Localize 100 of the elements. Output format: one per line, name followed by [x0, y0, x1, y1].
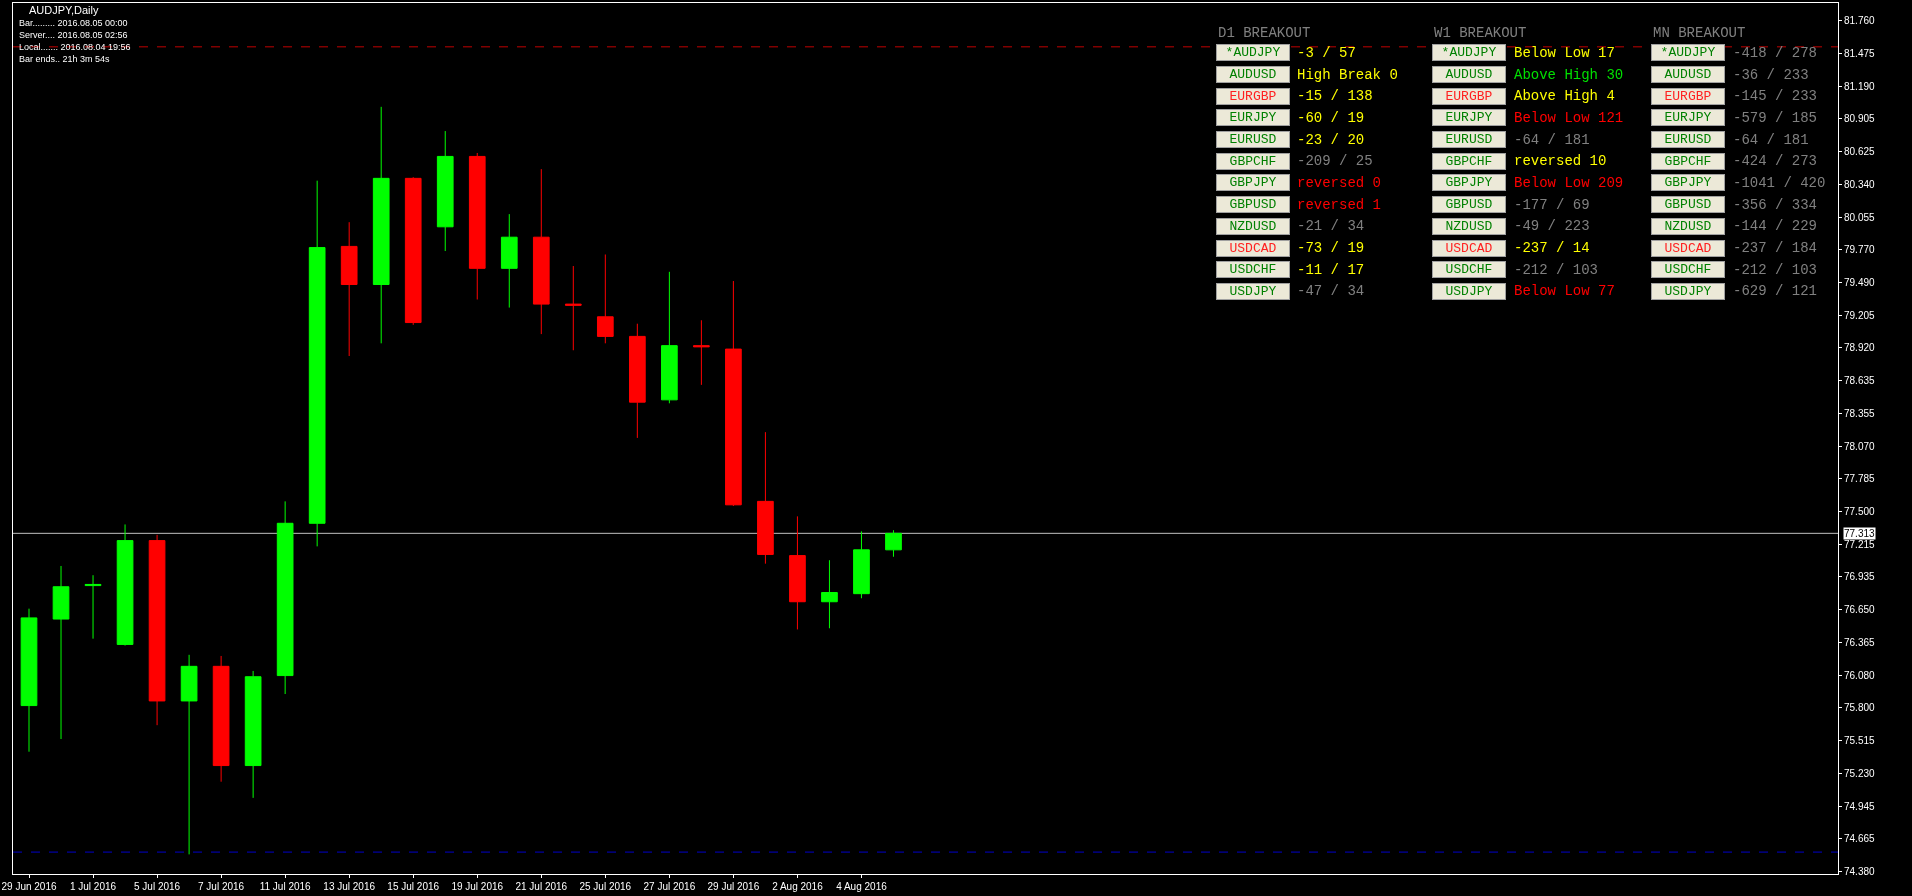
candlestick [148, 534, 166, 726]
annotation: Local....... 2016.08.04 19:56 [19, 42, 131, 52]
annotation: Below Low 77 [1514, 283, 1615, 299]
annotation: -629 / 121 [1733, 283, 1818, 299]
annotation: reversed 10 [1514, 153, 1607, 169]
annotation: -177 / 69 [1514, 197, 1590, 213]
y-tick-label: 80.055 [1844, 211, 1876, 223]
annotation: -237 / 184 [1733, 240, 1818, 256]
annotation: Above High 4 [1514, 88, 1615, 104]
annotation: Below Low 209 [1514, 175, 1624, 191]
annotation: -579 / 185 [1733, 110, 1818, 126]
candlestick [853, 530, 870, 599]
annotation: *AUDJPY [1441, 45, 1497, 60]
annotation: EURUSD [1445, 132, 1493, 147]
annotation: AUDUSD [1229, 67, 1277, 82]
annotation: USDCHF [1229, 262, 1277, 277]
annotation: Bar ends.. 21h 3m 54s [19, 54, 111, 64]
ref-line-label: 77.313 [1844, 528, 1876, 539]
annotation: AUDUSD [1445, 67, 1493, 82]
annotation: AUDUSD [1664, 67, 1712, 82]
y-tick-label: 76.080 [1844, 670, 1876, 682]
annotation: NZDUSD [1229, 219, 1277, 234]
annotation: reversed 1 [1297, 197, 1382, 213]
annotation: USDJPY [1445, 284, 1493, 299]
annotation: USDCAD [1664, 241, 1712, 256]
annotation: USDJPY [1664, 284, 1712, 299]
x-tick-label: 2 Aug 2016 [772, 881, 824, 892]
annotation: *AUDJPY [1225, 45, 1281, 60]
annotation: EURUSD [1229, 132, 1277, 147]
candlestick [372, 106, 390, 344]
candlestick [532, 168, 550, 335]
annotation: -11 / 17 [1297, 262, 1365, 278]
annotation: W1 BREAKOUT [1434, 25, 1527, 41]
annotation: -49 / 223 [1514, 218, 1590, 234]
candlestick [436, 130, 454, 252]
y-tick-label: 77.500 [1844, 506, 1876, 518]
x-tick-label: 5 Jul 2016 [134, 881, 181, 892]
annotation: Bar......... 2016.08.05 00:00 [19, 18, 128, 28]
annotation: -21 / 34 [1297, 218, 1365, 234]
y-tick-label: 76.935 [1844, 571, 1876, 583]
annotation: Above High 30 [1514, 67, 1624, 83]
y-tick-label: 78.070 [1844, 440, 1876, 452]
y-tick-label: 79.205 [1844, 309, 1876, 321]
y-tick-label: 79.770 [1844, 244, 1876, 256]
annotation: Below Low 121 [1514, 110, 1624, 126]
annotation: EURJPY [1445, 110, 1493, 125]
candlestick [180, 654, 198, 855]
annotation: USDCAD [1445, 241, 1493, 256]
annotation: GBPJPY [1229, 175, 1277, 190]
y-tick-label: 75.800 [1844, 702, 1876, 714]
candlestick [596, 253, 614, 344]
x-tick-label: 21 Jul 2016 [515, 881, 568, 892]
candlestick [212, 655, 230, 783]
y-tick-label: 80.905 [1844, 113, 1876, 125]
annotation: EURGBP [1445, 89, 1493, 104]
candlestick [276, 500, 294, 695]
candlestick [821, 559, 838, 629]
annotation: -212 / 103 [1514, 262, 1599, 278]
candlestick [244, 670, 262, 799]
x-tick-label: 13 Jul 2016 [323, 881, 376, 892]
annotation: -144 / 229 [1733, 218, 1818, 234]
y-tick-label: 75.515 [1844, 735, 1876, 747]
y-tick-label: 80.340 [1844, 178, 1876, 190]
annotation: EURJPY [1664, 110, 1712, 125]
annotation: -237 / 14 [1514, 240, 1590, 256]
y-tick-label: 76.365 [1844, 637, 1876, 649]
y-tick-label: 74.380 [1844, 866, 1876, 878]
candlestick [84, 574, 102, 640]
annotation: -64 / 181 [1514, 132, 1590, 148]
annotation: EURJPY [1229, 110, 1277, 125]
x-tick-label: 15 Jul 2016 [387, 881, 440, 892]
candlestick [468, 152, 486, 300]
y-tick-label: 79.490 [1844, 276, 1876, 288]
annotation: Below Low 17 [1514, 45, 1615, 61]
annotation: EURGBP [1664, 89, 1712, 104]
candlestick [20, 608, 38, 753]
annotation: Server.... 2016.08.05 02:56 [19, 30, 128, 40]
annotation: GBPUSD [1229, 197, 1277, 212]
candlestick [404, 176, 422, 326]
y-tick-label: 75.230 [1844, 768, 1876, 780]
annotation: -73 / 19 [1297, 240, 1365, 256]
candlestick [693, 319, 710, 386]
x-tick-label: 29 Jul 2016 [707, 881, 760, 892]
annotation: GBPCHF [1664, 154, 1712, 169]
annotation: -60 / 19 [1297, 110, 1365, 126]
y-tick-label: 74.945 [1844, 801, 1876, 813]
x-tick-label: 27 Jul 2016 [643, 881, 696, 892]
y-tick-label: 76.650 [1844, 604, 1876, 616]
chart-title: AUDJPY,Daily [29, 4, 99, 16]
y-tick-label: 78.635 [1844, 375, 1876, 387]
annotation: High Break 0 [1297, 67, 1398, 83]
annotation: MN BREAKOUT [1653, 25, 1746, 41]
annotation: -356 / 334 [1733, 197, 1818, 213]
annotation: NZDUSD [1664, 219, 1712, 234]
candlestick [757, 431, 774, 565]
annotation: -1041 / 420 [1733, 175, 1826, 191]
annotation: USDJPY [1229, 284, 1277, 299]
annotation: GBPUSD [1445, 197, 1493, 212]
candlestick [500, 213, 518, 309]
annotation: -23 / 20 [1297, 132, 1365, 148]
